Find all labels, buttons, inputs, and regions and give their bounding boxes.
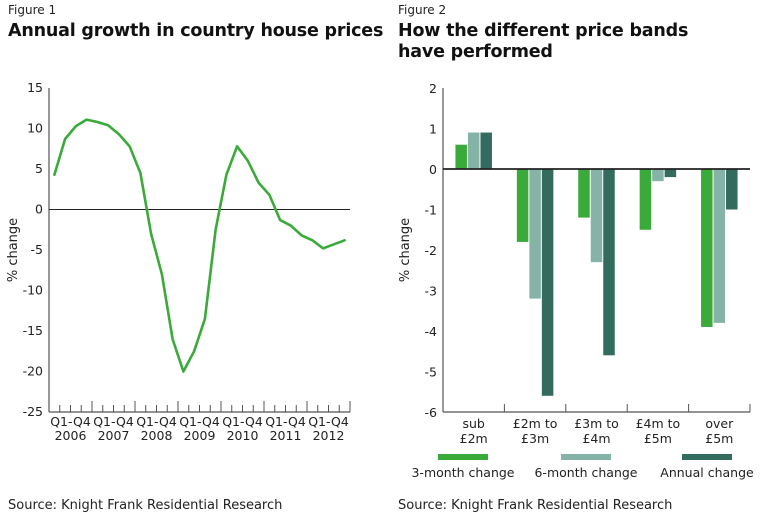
y-tick-label: -20 <box>23 364 43 379</box>
y-tick-label: -15 <box>23 323 43 338</box>
x-tick-label: £5m <box>644 431 672 446</box>
legend-swatch <box>682 454 732 460</box>
x-tick-label-year: 2006 <box>55 428 87 443</box>
x-tick-label-quarters: Q1-Q4 <box>222 414 263 429</box>
x-tick-label-quarters: Q1-Q4 <box>179 414 220 429</box>
x-tick-label: sub <box>463 416 485 431</box>
y-tick-label: -5 <box>425 365 437 380</box>
figure-2-title-line: have performed <box>398 42 553 62</box>
figure-1-title-line: Annual growth in country house prices <box>8 21 384 41</box>
x-tick-label-quarters: Q1-Q4 <box>93 414 134 429</box>
y-tick-label: 2 <box>429 81 437 96</box>
x-tick-label: £4m <box>582 431 610 446</box>
x-tick-label-year: 2012 <box>313 428 345 443</box>
y-tick-label: -1 <box>425 203 437 218</box>
bar <box>603 169 615 356</box>
y-tick-label: 1 <box>429 122 437 137</box>
x-tick-label-quarters: Q1-Q4 <box>50 414 91 429</box>
figure-1-source: Source: Knight Frank Residential Researc… <box>8 498 283 513</box>
y-tick-label: -2 <box>425 243 437 258</box>
series-line <box>53 118 346 373</box>
y-tick-label: 5 <box>35 161 43 176</box>
x-tick-label: £3m <box>521 431 549 446</box>
bar <box>713 169 726 323</box>
bar <box>455 144 467 169</box>
figure-2-label: Figure 2 <box>398 3 447 17</box>
x-tick-label-quarters: Q1-Q4 <box>265 414 306 429</box>
y-tick-label: -10 <box>23 283 43 298</box>
x-tick-label: £5m <box>705 431 733 446</box>
bar <box>726 169 738 210</box>
bar <box>639 169 652 230</box>
x-tick-label-year: 2011 <box>270 428 302 443</box>
x-tick-label: over <box>705 416 734 431</box>
y-tick-label: 15 <box>27 80 43 95</box>
x-tick-label: £2m to <box>513 416 558 431</box>
x-tick-label-quarters: Q1-Q4 <box>136 414 177 429</box>
y-tick-label: -6 <box>425 405 438 420</box>
x-tick-label-year: 2009 <box>184 428 216 443</box>
bar-chart: 2 1 0 -1 -2 -3 -4 -5 -6 sub£2m £2m to£3m £3m to£4m £… <box>398 81 754 480</box>
bar <box>529 169 541 299</box>
bar <box>467 132 480 169</box>
bar <box>578 169 590 218</box>
y-axis-title: % change <box>6 218 21 282</box>
bar <box>701 169 713 327</box>
bar <box>652 169 664 182</box>
bar <box>516 169 529 242</box>
figure-1-title: Annual growth in country house prices <box>8 21 383 42</box>
legend-swatch <box>438 454 488 460</box>
x-tick-label-year: 2008 <box>141 428 173 443</box>
legend-label: Annual change <box>660 465 754 480</box>
bar <box>590 169 603 263</box>
line-chart: 151050-5-10-15-20-25Q1-Q42006Q1-Q42007Q1… <box>6 80 351 443</box>
y-axis-title: % change <box>398 218 413 282</box>
x-tick-label-year: 2007 <box>98 428 130 443</box>
x-tick-label-year: 2010 <box>227 428 259 443</box>
y-tick-label: -4 <box>425 324 438 339</box>
legend-swatch <box>561 454 611 460</box>
x-tick-label: £3m to <box>574 416 619 431</box>
y-tick-label: 0 <box>35 202 43 217</box>
figure-2-source: Source: Knight Frank Residential Researc… <box>398 498 673 513</box>
legend-label: 3-month change <box>411 465 514 480</box>
legend-label: 6-month change <box>534 465 637 480</box>
figure-2-title: How the different price bands have perfo… <box>398 21 688 63</box>
y-tick-label: -5 <box>31 242 43 257</box>
x-tick-label-quarters: Q1-Q4 <box>308 414 349 429</box>
x-tick-label: £4m to <box>636 416 681 431</box>
x-tick-label: £2m <box>460 431 488 446</box>
bar <box>541 169 554 396</box>
y-tick-label: -25 <box>23 404 43 419</box>
figure-2-title-line: How the different price bands <box>398 21 689 41</box>
y-tick-label: 0 <box>429 162 437 177</box>
y-tick-label: 10 <box>27 121 43 136</box>
figure-1-label: Figure 1 <box>8 3 57 17</box>
y-tick-label: -3 <box>425 284 437 299</box>
bar <box>480 132 492 169</box>
bar <box>664 169 677 178</box>
